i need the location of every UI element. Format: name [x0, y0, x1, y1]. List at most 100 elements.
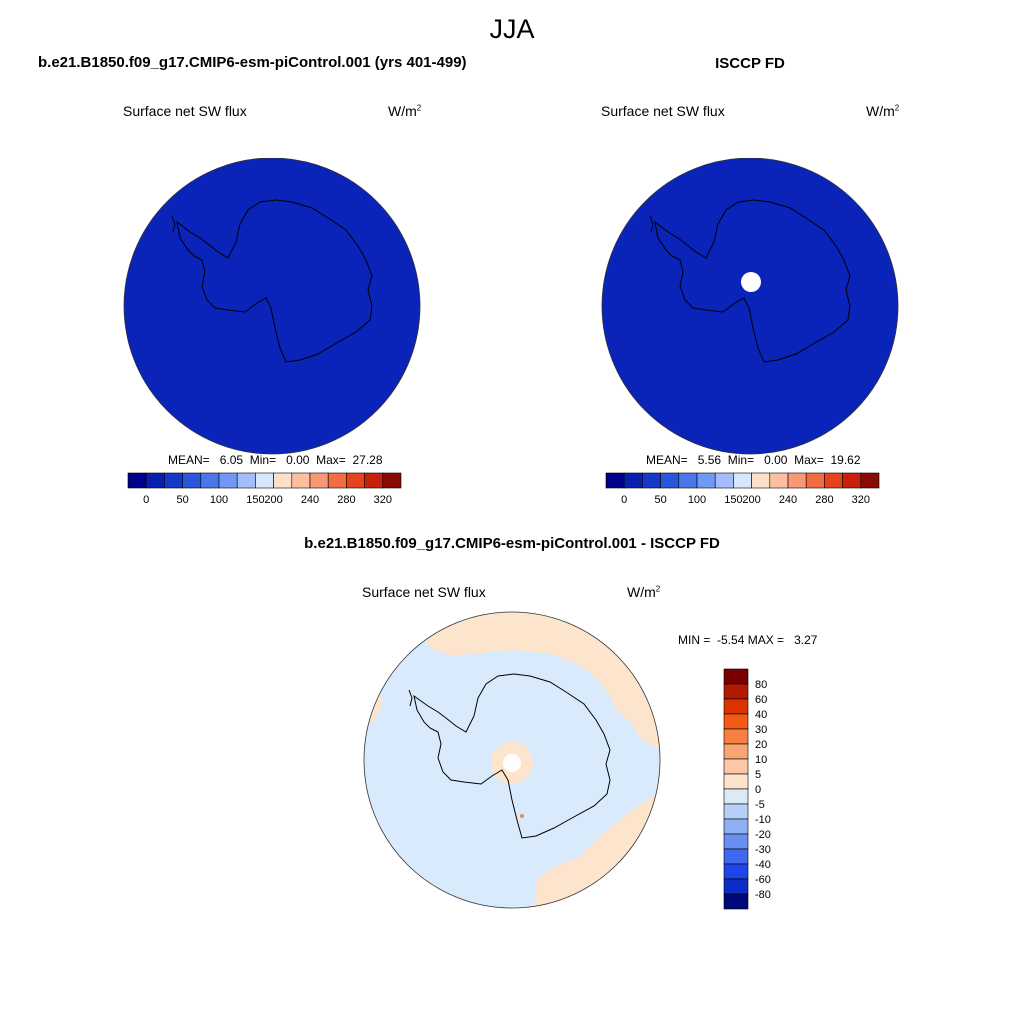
- colorbar-tick-label: -5: [755, 799, 765, 811]
- antarctica-coastline: [176, 199, 373, 363]
- colorbar-tick-label: 50: [176, 494, 188, 506]
- obs-units-label: W/m2: [866, 103, 900, 119]
- colorbar-tick-label: 0: [143, 494, 149, 506]
- diff-map-border: [363, 611, 661, 909]
- colorbar-tick-label: 100: [688, 494, 706, 506]
- colorbar-tick-label: 0: [755, 784, 761, 796]
- colorbar-box: [236, 472, 256, 489]
- colorbar-box: [255, 472, 274, 489]
- colorbar-box: [723, 863, 749, 880]
- antarctic-peninsula-fragment: [171, 215, 176, 233]
- diff-colorbar: 80 60 40 30 20 10 5 0 -5 -10 -20 -30 -40 -60 -80: [723, 668, 771, 910]
- colorbar-box: [769, 472, 789, 489]
- colorbar-tick-label: 0: [621, 494, 627, 506]
- colorbar-box: [605, 472, 625, 489]
- colorbar-box: [723, 743, 749, 760]
- colorbar-box: [751, 472, 771, 489]
- colorbar-tick-label: 240: [301, 494, 319, 506]
- polar-no-data-hole: [503, 754, 521, 772]
- colorbar-tick-label: 20: [755, 739, 767, 751]
- colorbar-tick-label: 280: [815, 494, 833, 506]
- colorbar-tick-label: -20: [755, 829, 771, 841]
- colorbar-tick-label: -60: [755, 874, 771, 886]
- model-map-disk: [123, 158, 421, 455]
- colorbar-box: [273, 472, 293, 489]
- colorbar-tick-label: 30: [755, 724, 767, 736]
- positive-diff-region-north: [422, 612, 660, 750]
- colorbar-box: [733, 472, 752, 489]
- colorbar-tick-label: 240: [779, 494, 797, 506]
- colorbar-tick-label: 200: [264, 494, 282, 506]
- diff-units-label: W/m2: [627, 584, 661, 600]
- colorbar-tick-label: -30: [755, 844, 771, 856]
- obs-stats: MEAN= 5.56 Min= 0.00 Max= 19.62: [646, 453, 861, 467]
- colorbar-tick-label: 10: [755, 754, 767, 766]
- model-colorbar: 0 50 100 150 200 240 280 320: [127, 472, 402, 506]
- colorbar-box: [291, 472, 311, 489]
- colorbar-tick-label: 280: [337, 494, 355, 506]
- colorbar-box: [182, 472, 202, 489]
- colorbar-box: [660, 472, 680, 489]
- colorbar-box: [805, 472, 825, 489]
- colorbar-box: [824, 472, 843, 489]
- model-stats: MEAN= 6.05 Min= 0.00 Max= 27.28: [168, 453, 383, 467]
- colorbar-tick-label: 200: [742, 494, 760, 506]
- colorbar-box: [723, 878, 749, 895]
- colorbar-box: [127, 472, 147, 489]
- polar-no-data-hole: [741, 272, 761, 292]
- colorbar-box: [723, 683, 749, 700]
- colorbar-tick-label: 50: [654, 494, 666, 506]
- obs-colorbar: 0 50 100 150 200 240 280 320: [605, 472, 880, 506]
- colorbar-tick-label: -10: [755, 814, 771, 826]
- colorbar-box: [723, 713, 749, 730]
- colorbar-box: [723, 698, 749, 715]
- colorbar-box: [723, 818, 749, 835]
- colorbar-tick-label: 320: [852, 494, 870, 506]
- colorbar-box: [723, 728, 749, 745]
- colorbar-box: [723, 803, 749, 820]
- obs-panel-title: ISCCP FD: [715, 55, 785, 72]
- colorbar-box: [723, 788, 749, 805]
- colorbar-tick-label: 80: [755, 679, 767, 691]
- model-units-label: W/m2: [388, 103, 422, 119]
- colorbar-box: [723, 668, 749, 685]
- colorbar-box: [200, 472, 220, 489]
- antarctica-coastline: [654, 199, 851, 363]
- small-positive-spot: [520, 814, 524, 818]
- colorbar-tick-label: 150: [246, 494, 264, 506]
- model-variable-label: Surface net SW flux: [123, 103, 247, 119]
- diff-stats: MIN = -5.54 MAX = 3.27: [678, 633, 818, 647]
- colorbar-box: [642, 472, 661, 489]
- colorbar-tick-label: 100: [210, 494, 228, 506]
- colorbar-tick-label: -80: [755, 889, 771, 901]
- colorbar-box: [842, 472, 862, 489]
- colorbar-box: [714, 472, 734, 489]
- colorbar-box: [145, 472, 165, 489]
- colorbar-box: [623, 472, 643, 489]
- antarctic-peninsula-fragment: [408, 689, 413, 707]
- colorbar-box: [723, 833, 749, 850]
- colorbar-tick-label: 60: [755, 694, 767, 706]
- antarctica-coastline: [413, 673, 611, 839]
- colorbar-tick-label: 40: [755, 709, 767, 721]
- colorbar-box: [678, 472, 698, 489]
- colorbar-box: [364, 472, 384, 489]
- main-title: JJA: [489, 14, 535, 44]
- diff-panel-title: b.e21.B1850.f09_g17.CMIP6-esm-piControl.…: [304, 535, 720, 552]
- colorbar-box: [723, 758, 749, 775]
- colorbar-box: [218, 472, 238, 489]
- obs-map-disk: [601, 158, 899, 455]
- colorbar-box: [723, 893, 749, 910]
- diff-variable-label: Surface net SW flux: [362, 584, 486, 600]
- colorbar-box: [787, 472, 807, 489]
- colorbar-tick-label: 150: [724, 494, 742, 506]
- colorbar-box: [860, 472, 880, 489]
- model-map: [123, 158, 421, 455]
- obs-variable-label: Surface net SW flux: [601, 103, 725, 119]
- colorbar-box: [382, 472, 402, 489]
- colorbar-box: [164, 472, 183, 489]
- obs-map: [601, 158, 899, 455]
- colorbar-box: [327, 472, 347, 489]
- model-panel-title: b.e21.B1850.f09_g17.CMIP6-esm-piControl.…: [38, 54, 467, 71]
- colorbar-box: [309, 472, 329, 489]
